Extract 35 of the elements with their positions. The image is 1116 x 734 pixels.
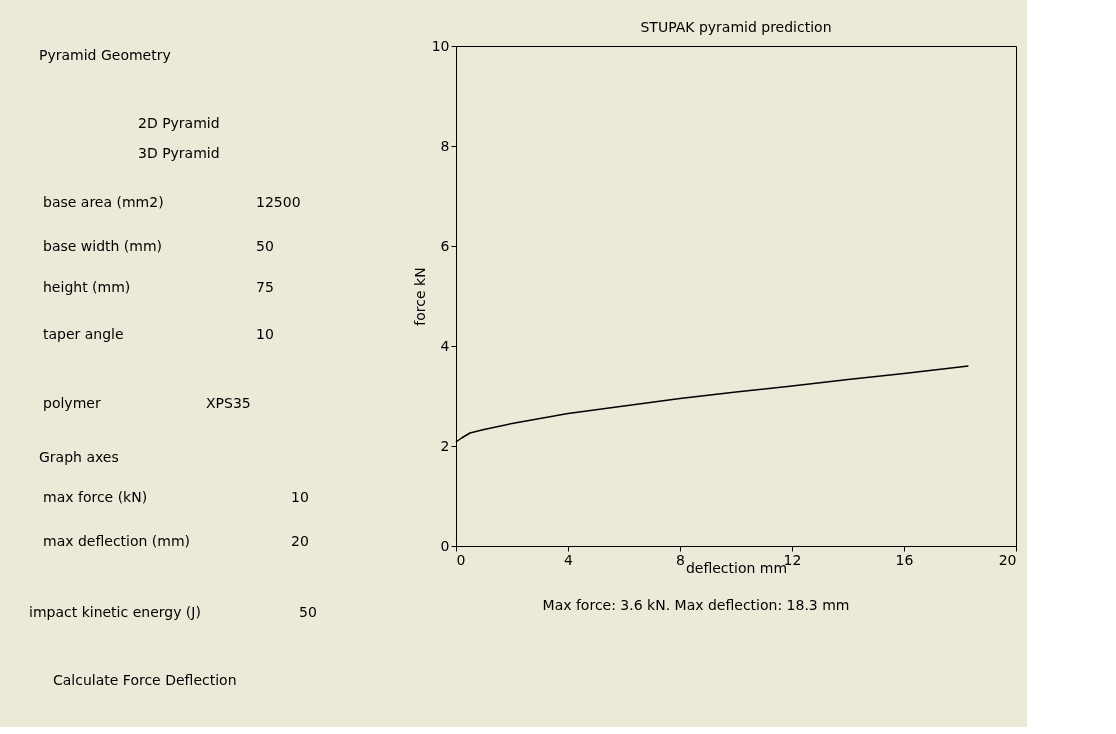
text: impact kinetic energy (J) xyxy=(29,604,201,620)
text: 50 xyxy=(299,604,317,620)
text: polymer xyxy=(43,395,101,411)
x-tick-label: 0 xyxy=(456,551,466,568)
text: 10 xyxy=(291,489,309,505)
y-tick-label: 10 xyxy=(431,37,450,54)
y-tick-label: 4 xyxy=(440,337,450,354)
text: max force (kN) xyxy=(43,489,148,505)
text: 2D Pyramid xyxy=(138,115,220,131)
text: base area (mm2) xyxy=(43,194,164,210)
text: 12500 xyxy=(256,194,301,210)
text: 50 xyxy=(256,238,274,254)
text: max deflection (mm) xyxy=(43,533,191,549)
text: Calculate Force Deflection xyxy=(53,672,237,688)
y-tick-label: 0 xyxy=(440,537,450,554)
x-tick-label: 20 xyxy=(998,551,1017,568)
text: height (mm) xyxy=(43,279,131,295)
y-tick-label: 6 xyxy=(440,237,450,254)
text: 75 xyxy=(256,279,274,295)
x-tick-label: 8 xyxy=(676,551,685,568)
text: taper angle xyxy=(43,326,124,342)
text: XPS35 xyxy=(206,395,251,411)
y-axis-title: force kN xyxy=(411,267,428,326)
text: 20 xyxy=(291,533,309,549)
text: 3D Pyramid xyxy=(138,145,220,161)
chart-title: STUPAK pyramid prediction xyxy=(640,19,832,35)
text: Max force: 3.6 kN. Max deflection: 18.3 mm xyxy=(542,597,850,613)
y-tick-label: 2 xyxy=(440,437,450,454)
text: 10 xyxy=(256,326,274,342)
text: base width (mm) xyxy=(43,238,163,254)
text: Graph axes xyxy=(39,449,119,465)
x-tick-label: 16 xyxy=(895,551,914,568)
y-tick-label: 8 xyxy=(440,137,450,154)
x-tick-label: 4 xyxy=(564,551,574,568)
text: Pyramid Geometry xyxy=(39,47,171,63)
